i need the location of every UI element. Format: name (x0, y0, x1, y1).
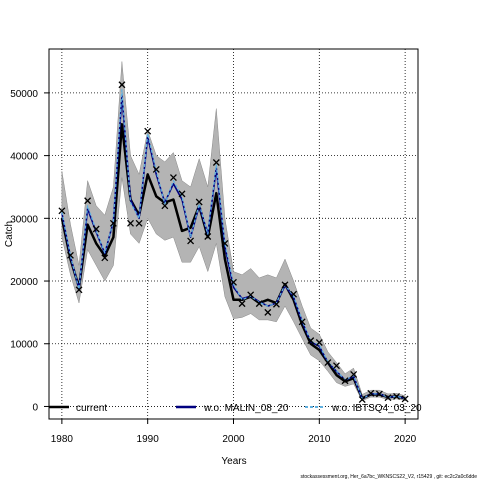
observed-point-2014 (350, 371, 358, 378)
observed-point-1996 (195, 198, 203, 206)
legend-item-malin: w.o. MALIN_08_20 (176, 403, 289, 414)
x-tick-label-1: 1990 (137, 434, 160, 445)
y-tick-label-0: 0 (32, 402, 38, 413)
legend: current w.o. MALIN_08_20 w.o. IBTSQ4_03_… (49, 403, 422, 414)
observed-point-1980 (58, 207, 66, 215)
observed-point-1990 (144, 127, 152, 135)
observed-point-2018 (384, 394, 392, 402)
x-axis-title: Years (221, 456, 246, 467)
observed-point-1998 (212, 159, 220, 166)
observed-point-2012 (333, 362, 340, 370)
y-tick-label-3: 30000 (10, 214, 38, 225)
legend-label-ibtsq4: w.o. IBTSQ4_03_20 (331, 403, 422, 414)
y-tick-label-2: 20000 (10, 277, 38, 288)
observed-point-2009 (307, 337, 315, 345)
observed-point-2010 (315, 339, 323, 346)
observed-point-1994 (178, 190, 186, 198)
legend-label-current: current (76, 403, 107, 414)
legend-label-malin: w.o. MALIN_08_20 (203, 403, 289, 414)
footer-credit: stockassessment.org, Her_6a7bc_WKNSCS22_… (301, 474, 478, 480)
observed-point-2006 (281, 281, 289, 289)
observed-point-2007 (290, 290, 298, 298)
observed-point-1986 (109, 219, 117, 227)
observed-point-1984 (92, 225, 100, 233)
legend-item-ibtsq4: w.o. IBTSQ4_03_20 (305, 403, 422, 414)
observed-point-2011 (324, 359, 332, 367)
observed-point-2019 (393, 392, 401, 400)
observed-points (58, 81, 409, 404)
x-axis: 1980 1990 2000 2010 2020 (51, 419, 417, 445)
observed-point-1999 (221, 239, 229, 247)
observed-point-2001 (238, 300, 246, 308)
observed-point-2004 (264, 308, 272, 316)
y-tick-label-4: 40000 (10, 152, 38, 163)
y-tick-label-1: 10000 (10, 340, 38, 351)
observed-point-1987 (118, 81, 126, 89)
observed-point-2000 (230, 278, 237, 286)
observed-point-2016 (367, 389, 375, 397)
observed-point-2005 (272, 300, 280, 308)
legend-item-current: current (49, 403, 107, 414)
observed-point-1993 (169, 174, 177, 182)
observed-point-1982 (75, 286, 83, 294)
observed-point-1985 (101, 254, 109, 262)
observed-point-1991 (152, 165, 160, 173)
x-tick-label-3: 2010 (308, 434, 331, 445)
x-tick-label-4: 2020 (394, 434, 417, 445)
ci-band (61, 61, 406, 402)
observed-point-1983 (84, 197, 92, 205)
observed-point-2020 (401, 395, 409, 403)
y-axis-title: Catch (4, 221, 15, 247)
observed-point-2008 (298, 318, 306, 326)
observed-point-1981 (66, 251, 74, 259)
x-tick-label-2: 2000 (222, 434, 245, 445)
observed-point-2017 (375, 390, 383, 398)
observed-point-2015 (358, 396, 366, 404)
y-tick-label-5: 50000 (10, 89, 38, 100)
series-line-0 (60, 123, 406, 400)
observed-point-1988 (127, 219, 134, 227)
y-axis: 0 10000 20000 30000 40000 50000 (10, 89, 49, 413)
confidence-band (61, 61, 406, 402)
observed-point-1992 (161, 202, 169, 210)
observed-point-1989 (135, 219, 143, 227)
observed-point-2003 (255, 300, 263, 308)
x-tick-label-0: 1980 (51, 434, 74, 445)
observed-point-1997 (204, 233, 212, 240)
observed-point-2013 (341, 377, 349, 385)
observed-point-2002 (247, 291, 255, 299)
observed-point-1995 (187, 237, 195, 245)
